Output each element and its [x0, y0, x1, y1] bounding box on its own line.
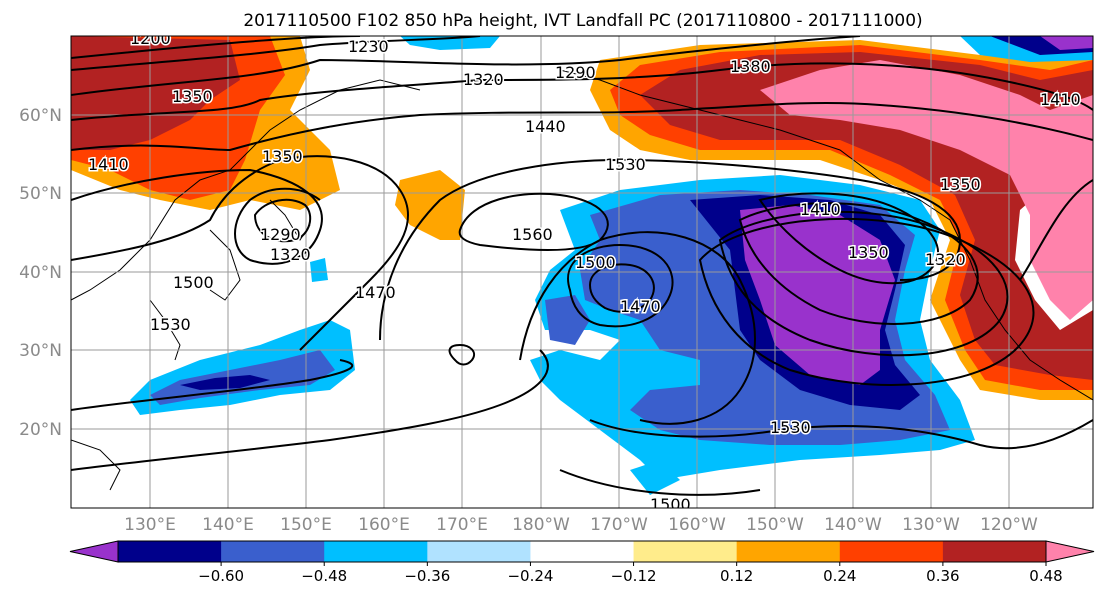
contour-label: 1530 [770, 418, 811, 437]
lon-tick-label: 140°W [824, 515, 882, 535]
colorbar-tick-label: 0.36 [926, 567, 959, 585]
lon-tick-label: 130°E [124, 515, 176, 535]
contour-label: 1530 [150, 315, 191, 334]
contour-label: 1470 [620, 297, 661, 316]
colorbar-swatch [221, 541, 325, 562]
contour-label: 1470 [355, 283, 396, 302]
contour-label: 1350 [172, 87, 213, 106]
colorbar-swatch [633, 541, 738, 562]
contour-label: 1200 [130, 29, 171, 48]
contour-label: 1410 [88, 155, 129, 174]
contour-label: 1350 [262, 147, 303, 166]
colorbar-swatch [427, 541, 531, 562]
contour-label: 1500 [575, 253, 616, 272]
colorbar-tick-label: −0.36 [404, 567, 450, 585]
colorbar-frame [117, 540, 1047, 563]
colorbar-swatch [530, 541, 635, 562]
lon-tick-label: 160°E [358, 515, 410, 535]
lat-tick-label: 20°N [19, 420, 62, 440]
contour-label: 1560 [512, 225, 553, 244]
contour-label: 1350 [940, 175, 981, 194]
lon-axis: 130°E 140°E 150°E 160°E 170°E 180°W 170°… [124, 515, 1038, 535]
colorbar-tick-label: 0.24 [823, 567, 856, 585]
colorbar-extend-min [69, 540, 119, 563]
lon-tick-label: 170°W [590, 515, 648, 535]
map-frame [70, 35, 1094, 509]
contour-label: 1500 [650, 495, 691, 514]
contour-label: 1230 [348, 37, 389, 56]
lon-tick-label: 150°W [746, 515, 804, 535]
contour-label: 1320 [270, 245, 311, 264]
colorbar-tick-label: −0.24 [507, 567, 553, 585]
colorbar-swatch [942, 541, 1047, 562]
colorbar-swatch [118, 541, 222, 562]
lat-axis: 60°N 50°N 40°N 30°N 20°N [19, 106, 62, 440]
lat-tick-label: 60°N [19, 106, 62, 126]
lat-tick-label: 50°N [19, 184, 62, 204]
map-panel: 1200 1230 1290 1320 1380 1410 1350 1440 … [71, 29, 1093, 514]
colorbar-swatch [736, 541, 841, 562]
ivt-negative-shading [130, 36, 1093, 495]
contour-label: 1410 [800, 200, 841, 219]
colorbar-tick-label: −0.48 [301, 567, 347, 585]
figure-title: 2017110500 F102 850 hPa height, IVT Land… [243, 11, 922, 31]
contour-labels: 1200 1230 1290 1320 1380 1410 1350 1440 … [87, 29, 1083, 514]
contour-label: 1440 [525, 117, 566, 136]
lon-tick-label: 150°E [280, 515, 332, 535]
lat-tick-label: 40°N [19, 263, 62, 283]
contour-label: 1380 [730, 57, 771, 76]
lon-tick-label: 120°W [980, 515, 1038, 535]
contour-label: 1290 [555, 63, 596, 82]
colorbar-extend-max [1045, 540, 1095, 563]
height-contours [71, 36, 1093, 496]
colorbar-tick-label: 0.48 [1029, 567, 1062, 585]
contour-label: 1320 [463, 70, 504, 89]
colorbar-swatch [839, 541, 944, 562]
lon-tick-label: 180°W [512, 515, 570, 535]
lon-tick-label: 170°E [436, 515, 488, 535]
colorbar-tick-label: −0.12 [611, 567, 657, 585]
colorbar-tick-label: −0.60 [198, 567, 244, 585]
lat-tick-label: 30°N [19, 341, 62, 361]
lon-tick-label: 140°E [202, 515, 254, 535]
contour-label: 1410 [1040, 90, 1081, 109]
lon-tick-label: 160°W [668, 515, 726, 535]
contour-label: 1530 [605, 155, 646, 174]
colorbar-tick-label: 0.12 [720, 567, 753, 585]
lon-tick-label: 130°W [902, 515, 960, 535]
colorbar: −0.60 −0.48 −0.36 −0.24 −0.12 0.12 0.24 0.36 0.4… [69, 540, 1095, 585]
contour-label: 1290 [260, 225, 301, 244]
contour-label: 1350 [848, 243, 889, 262]
contour-label: 1500 [173, 273, 214, 292]
colorbar-swatch [324, 541, 428, 562]
contour-label: 1320 [925, 250, 966, 269]
